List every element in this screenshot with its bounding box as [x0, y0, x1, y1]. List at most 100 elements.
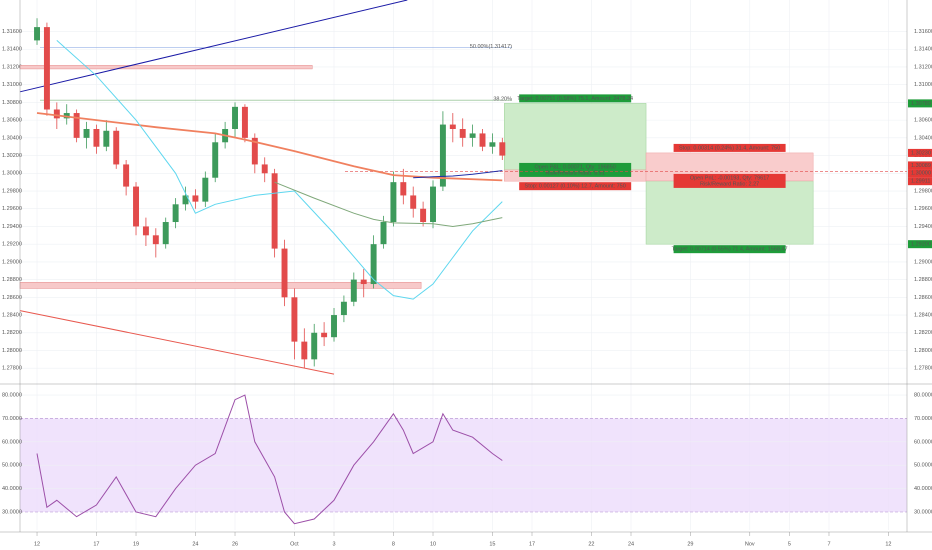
y-tick-label: 1.28200 [914, 330, 932, 336]
y-tick-label-left: 1.31600 [2, 29, 22, 35]
pnl-label: Open P&L: 0.00071, Qty: 196850 [534, 164, 615, 170]
candle-body [93, 128, 100, 147]
y-tick-label-left: 1.30200 [2, 153, 22, 159]
y-tick-label-left: 1.29200 [2, 242, 22, 248]
candle-body [430, 186, 436, 223]
candle-body [172, 204, 179, 223]
target-label: Target: 0.00714 (0.55%) 71.4, Amount: 15… [672, 247, 788, 253]
y-tick-label: 1.28600 [914, 295, 932, 301]
y-tick-label: 1.31200 [914, 64, 932, 70]
y-tick-label: 50.0000 [914, 463, 932, 469]
y-tick-label-left: 1.30800 [2, 100, 22, 106]
pnl-label: Open PnL: -0.00193, Qty: 79617 [690, 175, 770, 181]
y-tick-label: 1.30600 [914, 118, 932, 124]
pnl-label: Risk/Reward Ratio: 5.91 [546, 170, 605, 176]
candle-body [380, 222, 387, 245]
x-tick-label: 17 [529, 541, 535, 547]
x-tick-label: 10 [430, 541, 436, 547]
candle-body [489, 142, 496, 147]
price-tag [908, 177, 932, 186]
candle-body [202, 177, 209, 202]
candle-body [350, 279, 357, 302]
fib-label: 38.20% [493, 97, 512, 103]
y-tick-label-left: 60.0000 [2, 439, 22, 445]
candle-body [261, 164, 268, 174]
y-tick-label-left: 1.30600 [2, 118, 22, 124]
price-tag-label: 1.30000 [911, 171, 931, 177]
candle-body [291, 297, 298, 342]
candle-body [192, 195, 199, 202]
y-tick-label: 70.0000 [914, 416, 932, 422]
y-tick-label-left: 1.31400 [2, 47, 22, 53]
target-label-box [519, 94, 632, 103]
target-zone [504, 103, 647, 171]
candle-body [370, 244, 377, 285]
candle-body [301, 341, 308, 360]
y-tick-label: 1.29000 [914, 259, 932, 265]
y-tick-label: 1.31400 [914, 47, 932, 53]
x-tick-label: 26 [232, 541, 238, 547]
series-line [36, 394, 503, 525]
price-tag [908, 148, 932, 157]
candle-body [123, 164, 130, 187]
pnl-label-box [673, 173, 786, 188]
candle-body [360, 279, 367, 285]
y-tick-label-left: 40.0000 [2, 486, 22, 492]
y-tick-label-left: 1.29600 [2, 206, 22, 212]
y-tick-label: 30.0000 [914, 509, 932, 515]
candle-body [449, 124, 456, 129]
y-tick-label-left: 50.0000 [2, 463, 22, 469]
y-tick-label-left: 80.0000 [2, 393, 22, 399]
series-line [274, 181, 503, 228]
y-tick-label: 60.0000 [914, 439, 932, 445]
candle-body [34, 27, 40, 41]
price-tag-label: 1.29200 [911, 242, 931, 248]
y-tick-label: 1.28800 [914, 277, 932, 283]
x-tick-label: 12 [885, 541, 891, 547]
stop-label-box [519, 182, 632, 191]
candle-body [479, 133, 486, 147]
y-tick-label-left: 70.0000 [2, 416, 22, 422]
y-tick-label-left: 1.31000 [2, 82, 22, 88]
x-tick-label: 24 [192, 541, 198, 547]
candle-body [311, 332, 318, 360]
target-label-box [673, 245, 786, 254]
price-tag [908, 161, 932, 170]
x-tick-label: 8 [392, 541, 395, 547]
candle-body [410, 195, 417, 209]
y-tick-label-left: 1.28000 [2, 348, 22, 354]
series-line [413, 170, 503, 179]
candle-body [73, 113, 80, 138]
x-tick-label: 5 [788, 541, 791, 547]
y-tick-label-left: 30.0000 [2, 509, 22, 515]
y-tick-label-left: 1.28400 [2, 313, 22, 319]
y-tick-label-left: 1.29000 [2, 259, 22, 265]
y-tick-label-left: 1.30400 [2, 135, 22, 141]
candle-body [400, 182, 407, 196]
x-tick-label: 24 [628, 541, 634, 547]
y-tick-label-left: 1.27800 [2, 366, 22, 372]
candle-body [232, 106, 238, 129]
candle-body [133, 186, 139, 227]
price-tag-label: 1.30789 [911, 101, 931, 107]
candle-body [241, 106, 248, 138]
y-tick-label: 1.29800 [914, 188, 932, 194]
candle-body [182, 195, 189, 205]
x-tick-label: 22 [588, 541, 594, 547]
y-tick-label-left: 1.31200 [2, 64, 22, 70]
y-tick-label-left: 1.30000 [2, 171, 22, 177]
y-tick-label: 1.28000 [914, 348, 932, 354]
price-tag [908, 99, 932, 108]
target-zone [645, 180, 814, 245]
candle-body [162, 222, 169, 245]
trend-line [19, 0, 408, 93]
x-tick-label: 12 [34, 541, 40, 547]
candle-body [251, 137, 258, 165]
y-tick-label: 1.27800 [914, 366, 932, 372]
y-tick-label: 1.31000 [914, 82, 932, 88]
x-tick-label: 3 [332, 541, 335, 547]
candle-body [499, 142, 506, 156]
stop-label: Stop: 0.00127 (0.10%) 12.7, Amount: 750 [525, 184, 626, 190]
